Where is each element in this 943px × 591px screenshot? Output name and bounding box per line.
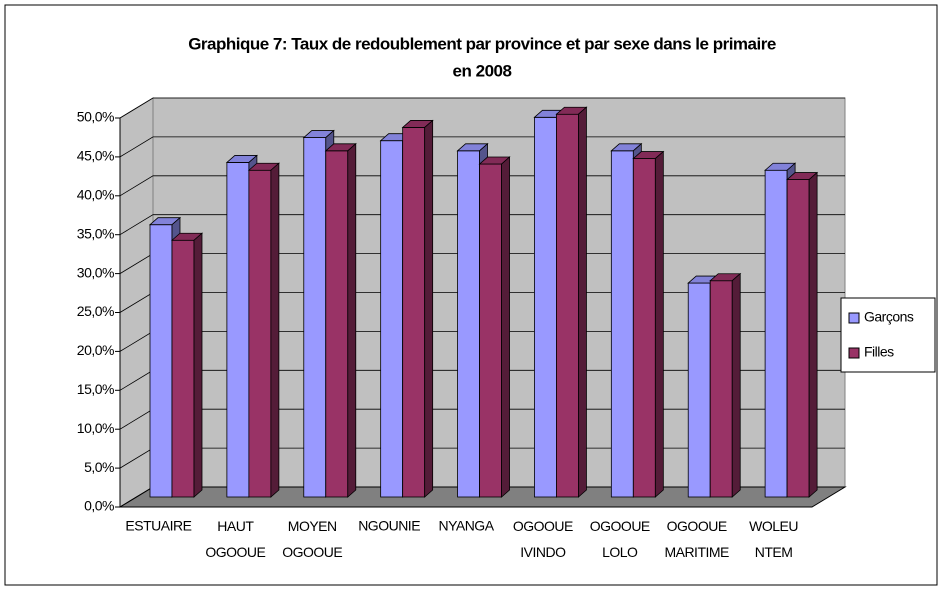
bar [324,142,357,498]
legend-swatch [848,347,860,359]
chart-title: Graphique 7: Taux de redoublement par pr… [188,34,776,53]
bar-side [501,156,510,498]
y-tick-label: 15,0% [77,381,114,397]
y-tick-label: 25,0% [77,303,114,319]
legend-label: Garçons [864,309,914,325]
bar-front [325,150,349,498]
y-tick-label: 45,0% [77,148,114,164]
x-tick-label: OGOOUE IVINDO [513,518,573,560]
bar-front [687,282,711,498]
grid-line [119,136,845,158]
bar-front [479,163,502,498]
x-tick-line: NTEM [755,544,793,560]
x-tick-line: OGOOUE [513,518,573,534]
x-tick-label: OGOOUE LOLO [590,518,650,560]
x-tick-line: OGOOUE [590,518,650,534]
bar-side [193,232,203,498]
bar-side [424,119,434,498]
x-tick-line: MARITIME [664,544,729,560]
bar-side [808,171,818,498]
bar [247,162,280,498]
bar [478,156,511,498]
bar-side [270,162,280,498]
bar [709,272,742,498]
y-tick-label: 30,0% [77,264,114,280]
bar-front [786,179,810,498]
x-tick-line: HAUT [217,518,254,534]
x-tick-label: NGOUNIE [358,518,420,534]
y-tick-label: 10,0% [77,420,114,436]
bar-side [731,272,741,498]
bar-front [171,239,195,498]
bar-front [402,127,426,498]
bar-front [226,162,250,498]
bar-front [534,116,557,498]
bar-front [457,150,480,498]
bar-side [578,106,587,498]
bar-front [248,169,272,498]
legend-swatch [848,312,860,324]
legend-box [840,297,936,373]
bar-front [556,113,579,498]
y-tick-label: 35,0% [77,225,114,241]
bar-side [347,142,357,498]
x-tick-label: WOLEU NTEM [749,518,798,560]
x-tick-line: WOLEU [749,518,798,534]
bar-front [303,137,327,498]
x-tick-label: MOYEN OGOOUE [282,518,342,560]
bar [786,171,819,498]
x-tick-line: OGOOUE [205,544,265,560]
bar [170,232,204,498]
bar-front [610,150,634,498]
bar-front [709,280,733,498]
y-tick-label: 20,0% [77,342,114,358]
bar-front [764,169,788,498]
bar-front [632,158,656,498]
y-tick-label: 40,0% [77,187,114,203]
x-tick-line: OGOOUE [667,518,727,534]
bar-side [654,150,664,498]
x-tick-line: IVINDO [520,544,566,560]
x-tick-line: OGOOUE [282,544,342,560]
legend-label: Filles [864,344,894,360]
chart-subtitle: en 2008 [453,61,512,80]
bar [632,150,665,498]
bar [401,119,434,498]
x-tick-line: MOYEN [288,518,337,534]
bar-front [380,140,404,498]
y-tick-label: 50,0% [77,109,114,125]
y-tick-label: 5,0% [84,459,114,475]
x-tick-line: LOLO [602,544,638,560]
bar [555,106,588,498]
grid-line [119,97,845,119]
x-tick-label: OGOOUE MARITIME [664,518,729,560]
x-tick-label: NYANGA [438,518,494,534]
bar-front [149,224,173,498]
y-tick-label: 0,0% [84,498,114,514]
x-tick-label: HAUT OGOOUE [205,518,265,560]
x-tick-label: ESTUAIRE [125,518,191,534]
